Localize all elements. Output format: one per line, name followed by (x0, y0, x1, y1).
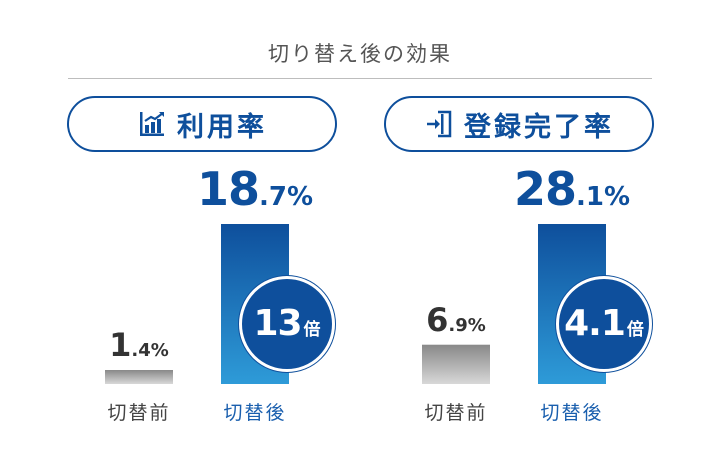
value-label-before: 1.4% (109, 326, 169, 364)
completion-rate-chart: 6.9% 切替前 28.1% 切替後 4.1 倍 (384, 162, 674, 426)
multiplier-badge: 4.1 倍 (556, 276, 652, 372)
multiplier-value: 4.1 (564, 303, 626, 344)
usage-rate-header: 利用率 (67, 96, 337, 152)
value-label-before: 6.9% (426, 300, 486, 339)
category-label-before: 切替前 (107, 402, 171, 424)
bar-before (422, 344, 490, 384)
multiplier-unit: 倍 (626, 320, 644, 340)
usage-rate-chart: 1.4% 切替前 18.7% 切替後 13 倍 (67, 162, 357, 426)
bar-chart-icon (140, 112, 164, 136)
bar-before (105, 370, 173, 384)
category-label-after: 切替後 (540, 402, 604, 424)
category-label-after: 切替後 (223, 402, 287, 424)
value-label-after: 18.7% (196, 162, 314, 216)
multiplier-value: 13 (253, 303, 302, 344)
completion-rate-label: 登録完了率 (464, 111, 614, 143)
usage-rate-label: 利用率 (177, 111, 267, 143)
multiplier-unit: 倍 (303, 320, 321, 340)
multiplier-badge: 13 倍 (239, 276, 335, 372)
completion-rate-panel: 登録完了率 6.9% 切替前 28.1% 切替後 4.1 倍 (384, 96, 674, 426)
category-label-before: 切替前 (424, 402, 488, 424)
page-title: 切り替え後の効果 (268, 42, 452, 66)
completion-rate-header: 登録完了率 (384, 96, 654, 152)
usage-rate-panel: 利用率 1.4% 切替前 18.7% 切替後 13 倍 (67, 96, 357, 426)
sign-in-icon (427, 110, 452, 138)
title-divider (68, 78, 652, 79)
value-label-after: 28.1% (513, 162, 631, 216)
